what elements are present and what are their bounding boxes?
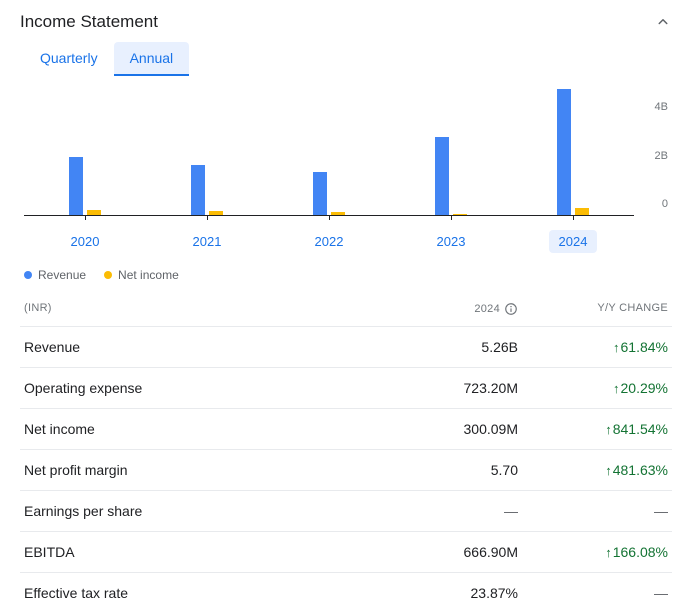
- chart-tick: [85, 215, 86, 220]
- metric-name: Net profit margin: [24, 462, 368, 478]
- metric-value: 23.87%: [368, 585, 518, 601]
- chart-bars: [24, 90, 634, 215]
- bar-net-income[interactable]: [575, 208, 589, 215]
- metric-value: 723.20M: [368, 380, 518, 396]
- chart-year-label[interactable]: 2022: [305, 230, 354, 253]
- bar-revenue[interactable]: [313, 172, 327, 215]
- bar-revenue[interactable]: [69, 157, 83, 215]
- chart-year-label[interactable]: 2021: [183, 230, 232, 253]
- metric-change: —: [518, 585, 668, 601]
- chart-year-label[interactable]: 2020: [61, 230, 110, 253]
- table-header: (INR) 2024 Y/Y CHANGE: [20, 296, 672, 326]
- table-header-value: 2024: [368, 302, 518, 316]
- table-row: Operating expense723.20M20.29%: [20, 367, 672, 408]
- metric-change: —: [518, 503, 668, 519]
- legend-label-net-income: Net income: [118, 268, 179, 282]
- panel-title: Income Statement: [20, 12, 158, 32]
- chart-tick: [329, 215, 330, 220]
- table-row: EBITDA666.90M166.08%: [20, 531, 672, 572]
- bar-revenue[interactable]: [191, 165, 205, 215]
- metric-value: 5.26B: [368, 339, 518, 355]
- bar-net-income[interactable]: [87, 210, 101, 215]
- metric-change: 20.29%: [518, 380, 668, 396]
- chart-ylabel: 4B: [655, 101, 668, 113]
- tab-annual[interactable]: Annual: [114, 42, 190, 76]
- legend-label-revenue: Revenue: [38, 268, 86, 282]
- metric-change: 166.08%: [518, 544, 668, 560]
- metric-name: Earnings per share: [24, 503, 368, 519]
- table-header-value-text: 2024: [474, 303, 500, 315]
- metric-value: 5.70: [368, 462, 518, 478]
- metric-name: EBITDA: [24, 544, 368, 560]
- metric-value: —: [368, 503, 518, 519]
- income-chart: 02B4B 20202021202220232024: [24, 90, 668, 230]
- income-statement-panel: Income Statement Quarterly Annual 02B4B …: [0, 0, 692, 613]
- bar-net-income[interactable]: [331, 212, 345, 215]
- metric-value: 666.90M: [368, 544, 518, 560]
- metric-name: Revenue: [24, 339, 368, 355]
- table-body: Revenue5.26B61.84%Operating expense723.2…: [20, 326, 672, 613]
- period-tabs: Quarterly Annual: [20, 42, 672, 90]
- metric-name: Operating expense: [24, 380, 368, 396]
- legend-dot-net-income: [104, 271, 112, 279]
- chart-xslot: 2024: [512, 230, 634, 258]
- metric-value: 300.09M: [368, 421, 518, 437]
- chart-ylabel: 0: [662, 198, 668, 210]
- bar-revenue[interactable]: [557, 89, 571, 215]
- metric-change: 481.63%: [518, 462, 668, 478]
- bar-revenue[interactable]: [435, 137, 449, 215]
- metric-name: Effective tax rate: [24, 585, 368, 601]
- chart-xslot: 2022: [268, 230, 390, 258]
- chart-xaxis: 2020 2021 2022 2023 2024: [24, 230, 634, 258]
- metric-change: 841.54%: [518, 421, 668, 437]
- legend-net-income: Net income: [104, 268, 179, 282]
- chart-xslot: 2023: [390, 230, 512, 258]
- chart-tick: [207, 215, 208, 220]
- chart-bar-group: [390, 90, 512, 215]
- info-icon[interactable]: [504, 302, 518, 316]
- table-header-currency: (INR): [24, 302, 368, 316]
- chart-xslot: 2020: [24, 230, 146, 258]
- panel-header: Income Statement: [20, 8, 672, 42]
- bar-net-income[interactable]: [209, 211, 223, 215]
- chart-bar-group: [268, 90, 390, 215]
- table-row: Net profit margin5.70481.63%: [20, 449, 672, 490]
- metric-name: Net income: [24, 421, 368, 437]
- chart-ylabel: 2B: [655, 150, 668, 162]
- chart-bar-group: [512, 90, 634, 215]
- chart-tick: [451, 215, 452, 220]
- chart-bar-group: [146, 90, 268, 215]
- chart-bar-group: [24, 90, 146, 215]
- chart-year-label[interactable]: 2024: [549, 230, 598, 253]
- table-row: Effective tax rate23.87%—: [20, 572, 672, 613]
- chart-plot: [24, 90, 634, 216]
- chart-year-label[interactable]: 2023: [427, 230, 476, 253]
- chart-tick: [573, 215, 574, 220]
- legend-dot-revenue: [24, 271, 32, 279]
- bar-net-income[interactable]: [453, 214, 467, 215]
- table-row: Revenue5.26B61.84%: [20, 326, 672, 367]
- table-row: Net income300.09M841.54%: [20, 408, 672, 449]
- chart-ylabels: 0 2B 4B: [638, 90, 668, 216]
- table-header-change: Y/Y CHANGE: [518, 302, 668, 316]
- tab-quarterly[interactable]: Quarterly: [24, 42, 114, 76]
- collapse-icon[interactable]: [654, 13, 672, 31]
- table-row: Earnings per share——: [20, 490, 672, 531]
- metric-change: 61.84%: [518, 339, 668, 355]
- chart-xslot: 2021: [146, 230, 268, 258]
- legend-revenue: Revenue: [24, 268, 86, 282]
